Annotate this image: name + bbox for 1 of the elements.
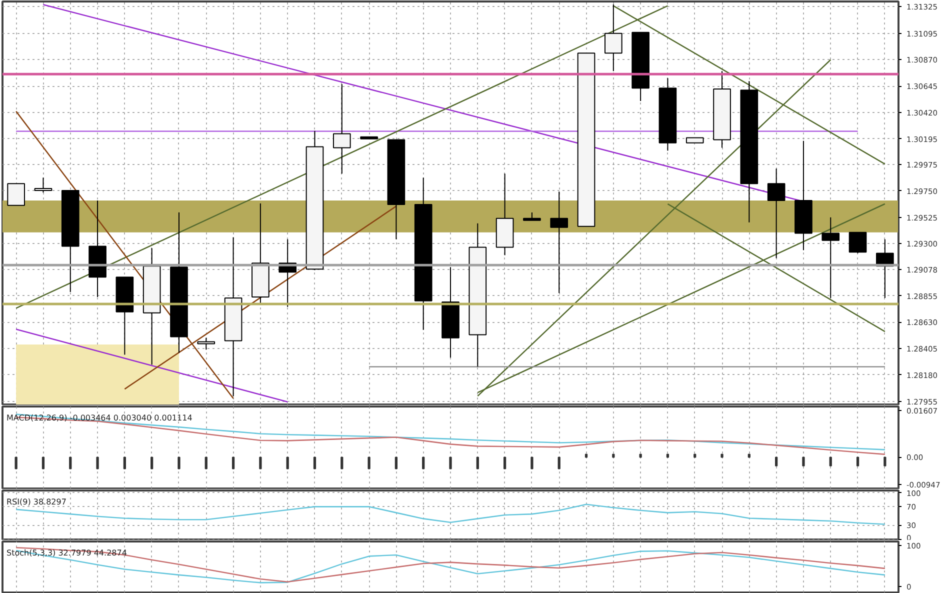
- text: RSI(9) 38.8297: [6, 498, 66, 506]
